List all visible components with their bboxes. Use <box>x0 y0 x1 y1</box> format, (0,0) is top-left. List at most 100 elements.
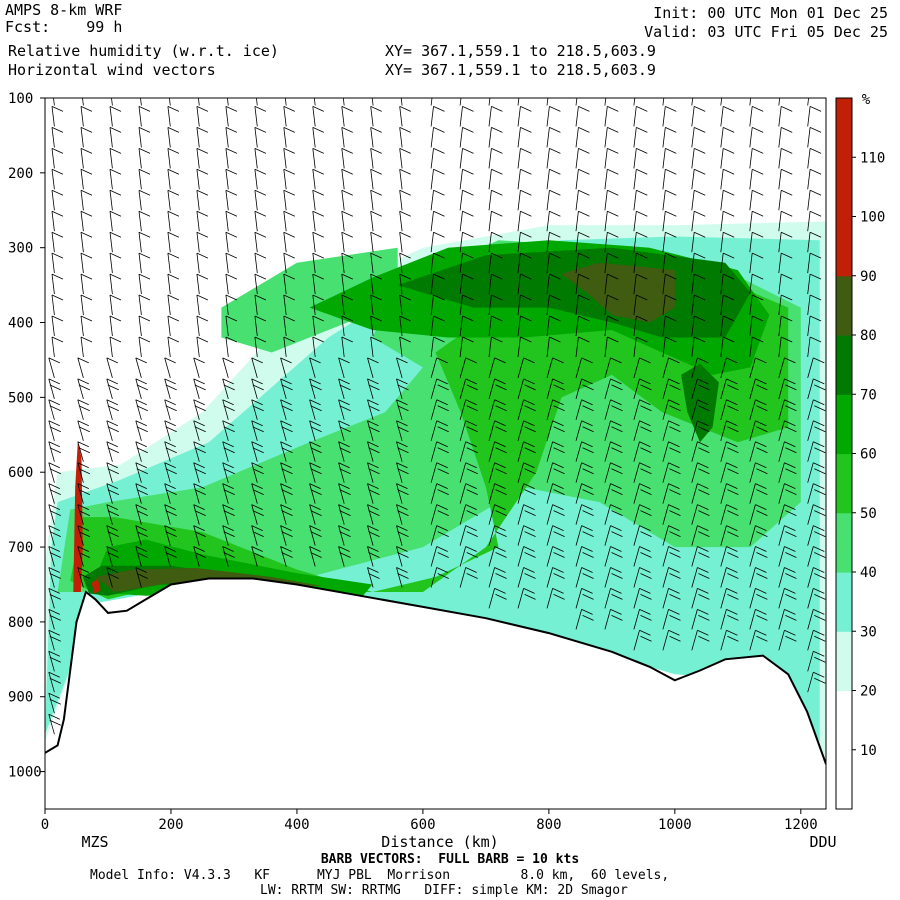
barb <box>341 274 345 295</box>
barb-flag <box>312 148 324 154</box>
barb-flag <box>694 106 706 112</box>
barb <box>662 127 666 148</box>
barb-flag <box>399 210 411 217</box>
barb <box>575 127 579 148</box>
barb-flag <box>495 384 507 391</box>
barb <box>633 274 637 295</box>
barb <box>778 232 782 253</box>
barb-flag <box>433 189 445 196</box>
colorbar-label-9: 100 <box>860 210 885 226</box>
barb-flag <box>251 504 263 510</box>
barb-flag <box>553 447 565 454</box>
barb <box>662 253 666 274</box>
barb-flag <box>139 86 150 91</box>
barb-flag <box>251 378 263 385</box>
barb-flag <box>222 525 234 531</box>
barb <box>251 441 258 462</box>
barb <box>720 378 727 400</box>
barb-flag <box>814 384 826 391</box>
barb-flag <box>78 447 90 454</box>
barb <box>399 106 403 127</box>
barb <box>807 546 814 567</box>
barb-flag <box>578 210 590 217</box>
barb-flag <box>520 252 532 259</box>
barb-flag <box>669 635 681 642</box>
barb-flag <box>223 510 235 516</box>
barb-flag <box>136 426 148 433</box>
barb-flag <box>370 294 382 301</box>
barb-flag <box>809 315 822 322</box>
barb <box>254 232 258 253</box>
barb-flag <box>283 336 295 343</box>
barb-flag <box>466 384 478 391</box>
barb-flag <box>552 525 564 531</box>
barb <box>575 190 579 211</box>
barb-flag <box>48 483 60 489</box>
barb <box>48 378 55 400</box>
barb-flag <box>433 273 445 280</box>
barb <box>164 546 171 567</box>
barb <box>778 504 785 525</box>
barb-flag <box>309 462 321 469</box>
barb-flag <box>698 447 710 454</box>
barb-flag <box>784 567 796 573</box>
barb-flag <box>726 546 738 552</box>
barb <box>749 441 756 462</box>
barb-flag <box>813 483 825 489</box>
barb-flag <box>434 86 445 91</box>
barb <box>222 462 229 483</box>
barb-flag <box>639 441 651 448</box>
barb-flag <box>462 210 474 217</box>
barb-flag <box>106 525 118 531</box>
barb-flag <box>135 378 147 385</box>
barb-flag <box>193 462 205 469</box>
barb-flag <box>491 106 503 112</box>
barb-flag <box>756 594 768 600</box>
barb-flag <box>549 315 561 322</box>
barb-flag <box>254 106 267 112</box>
barb-flag <box>281 447 293 454</box>
barb <box>662 336 666 358</box>
left-endpoint-label: MZS <box>81 833 108 851</box>
barb-flag <box>78 552 90 558</box>
barb <box>135 441 142 462</box>
barb-flag <box>636 231 648 238</box>
barb-flag <box>640 615 652 621</box>
colorbar-bin <box>836 394 852 455</box>
barb-flag <box>462 189 474 196</box>
barb-flag <box>491 252 503 259</box>
barb-flag <box>370 168 382 175</box>
barb-flag <box>694 252 706 259</box>
barb-flag <box>370 336 382 343</box>
barb-flag <box>251 483 263 489</box>
barb-flag <box>523 420 535 427</box>
barb <box>575 294 579 316</box>
barb <box>48 399 55 420</box>
barb <box>807 483 814 504</box>
barb-flag <box>607 168 619 175</box>
barb <box>749 546 756 567</box>
barb <box>604 378 611 400</box>
barb-flag <box>814 405 826 412</box>
barb-flag <box>436 399 448 406</box>
barb-flag <box>138 336 151 343</box>
barb <box>575 211 579 232</box>
barb-flag <box>436 441 448 448</box>
barb <box>778 357 785 379</box>
barb-flag <box>581 399 593 406</box>
barb <box>662 378 669 400</box>
barb <box>196 148 200 169</box>
barb-flag <box>165 552 177 558</box>
forecast-hour: Fcst: 99 h <box>5 18 123 36</box>
barb-flag <box>436 420 448 427</box>
barb <box>778 98 781 106</box>
x-tick-label-5: 1000 <box>658 817 692 833</box>
barb-flag <box>494 483 506 489</box>
barb-flag <box>197 86 208 91</box>
barb-flag <box>668 629 680 636</box>
barb <box>633 315 637 337</box>
barb-flag <box>520 106 532 112</box>
barb-flag <box>225 315 238 322</box>
barb-flag <box>784 462 796 469</box>
barb <box>546 420 553 441</box>
